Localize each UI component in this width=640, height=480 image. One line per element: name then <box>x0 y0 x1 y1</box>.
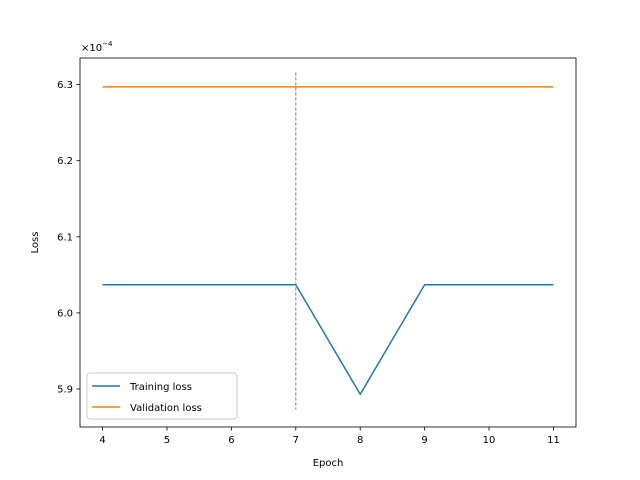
legend: Training loss Validation loss <box>86 372 238 420</box>
y-tick-label: 6.1 <box>57 232 73 243</box>
offset-base: ×10 <box>81 43 102 54</box>
x-tick-label: 7 <box>293 435 299 446</box>
y-axis-offset-text: ×10−4 <box>81 40 113 54</box>
legend-label: Validation loss <box>130 403 202 414</box>
legend-box <box>86 372 238 420</box>
x-tick-label: 6 <box>228 435 234 446</box>
x-tick-label: 8 <box>357 435 363 446</box>
plot-frame <box>79 57 577 428</box>
x-tick-label: 10 <box>483 435 496 446</box>
plot-area <box>102 72 554 410</box>
y-tick-label: 6.3 <box>57 80 73 91</box>
x-tick-label: 5 <box>164 435 170 446</box>
offset-exponent: −4 <box>102 40 113 48</box>
x-tick-label: 9 <box>421 435 427 446</box>
y-tick-label: 6.0 <box>57 308 73 319</box>
y-axis-title: Loss <box>30 232 41 254</box>
series-line-training-loss <box>102 283 554 396</box>
y-tick-label: 5.9 <box>57 384 73 395</box>
legend-label: Training loss <box>129 382 192 393</box>
x-tick-label: 4 <box>99 435 105 446</box>
y-tick-label: 6.2 <box>57 156 73 167</box>
x-axis-title: Epoch <box>313 458 344 469</box>
x-tick-label: 11 <box>547 435 560 446</box>
axis-ticks: 4 5 6 7 8 9 10 11 5.9 6.0 6.1 6.2 6.3 <box>57 80 560 446</box>
